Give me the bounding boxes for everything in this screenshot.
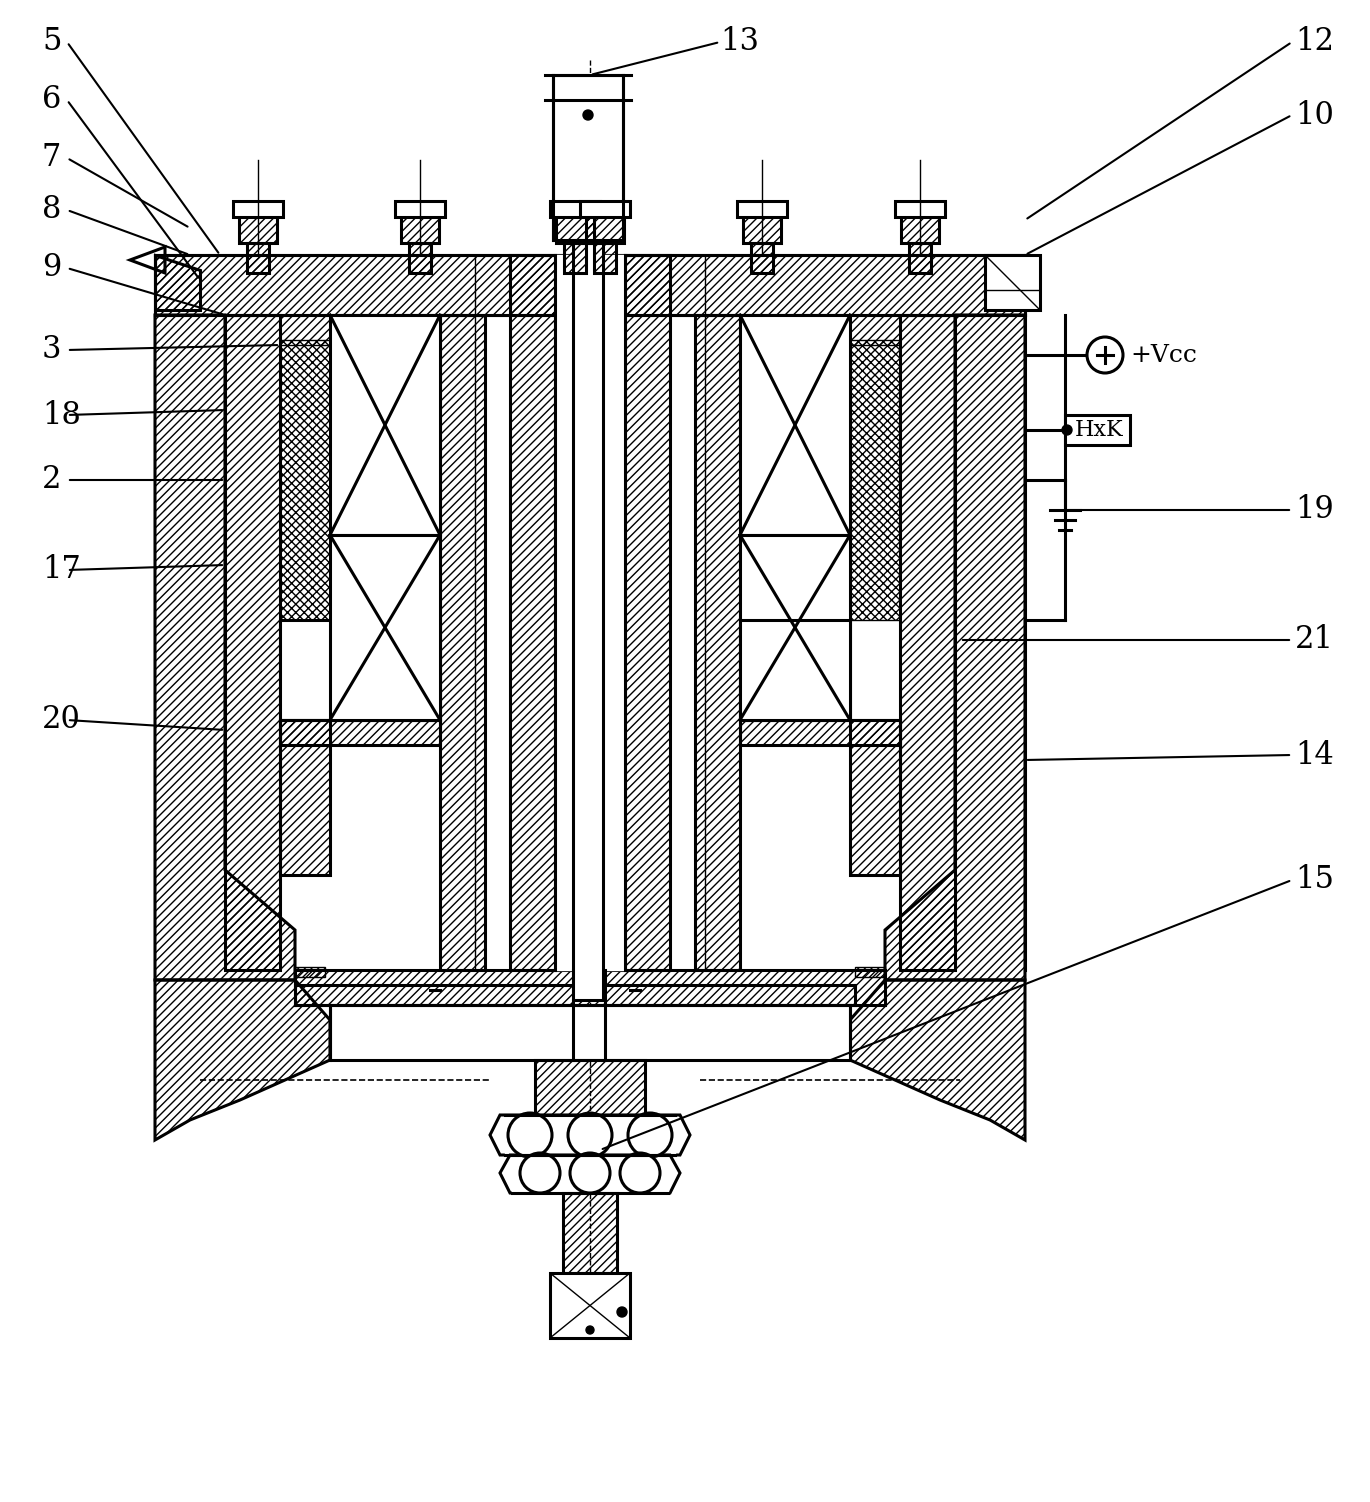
Circle shape [621,1154,660,1193]
Bar [743,215,781,243]
Bar [855,967,885,976]
Bar [740,535,849,719]
Bar [225,315,279,970]
Text: 7: 7 [42,143,62,174]
Text: 18: 18 [42,400,81,431]
Polygon shape [490,1114,690,1155]
Text: 15: 15 [1295,865,1334,895]
Text: 12: 12 [1295,27,1334,57]
Bar [279,719,330,876]
Bar [737,201,786,216]
Bar [553,75,623,240]
Bar [401,215,438,243]
Bar [580,201,630,216]
Text: 6: 6 [42,84,62,116]
Bar [740,315,849,535]
Bar [564,243,586,273]
Bar [279,315,330,345]
Bar [900,315,955,970]
Bar [595,243,617,273]
Text: 5: 5 [42,27,62,57]
Bar [556,215,595,243]
Bar [549,201,600,216]
Bar [295,970,885,1005]
Text: 20: 20 [42,704,81,736]
Text: 14: 14 [1295,739,1334,771]
Bar [573,240,603,1000]
Circle shape [627,1113,673,1157]
Circle shape [569,1113,612,1157]
Bar [740,620,849,719]
Bar [849,719,900,876]
Bar [849,339,900,620]
Bar [295,967,325,976]
Text: 17: 17 [42,554,81,586]
Bar [279,339,330,620]
Bar [238,215,277,243]
Bar [849,315,900,345]
Circle shape [521,1154,560,1193]
Bar [330,1005,849,1060]
Polygon shape [500,1155,680,1193]
Bar [1064,415,1130,445]
Bar [901,215,938,243]
Circle shape [586,1326,595,1334]
Circle shape [616,1307,627,1317]
Text: 13: 13 [721,27,759,57]
Bar [395,201,445,216]
Bar [563,1193,616,1274]
Bar [155,255,1025,315]
Bar [555,255,625,970]
Circle shape [1062,425,1071,436]
Bar [895,201,945,216]
Bar [910,243,932,273]
Bar [536,1060,645,1114]
Bar [695,315,740,970]
Text: 2: 2 [42,464,62,496]
Bar [475,255,510,970]
Circle shape [1086,336,1123,372]
Text: 3: 3 [42,335,62,365]
Text: 19: 19 [1295,494,1334,526]
Bar [440,315,485,970]
Bar [549,1274,630,1338]
Bar [751,243,773,273]
Bar [233,201,284,216]
Bar [512,1155,669,1193]
Bar [410,243,432,273]
Text: 10: 10 [1295,99,1334,131]
Bar [330,1005,849,1060]
Bar [586,215,623,243]
Text: HxK: HxK [1075,419,1123,442]
Circle shape [584,110,593,120]
Bar [740,719,900,745]
Bar [279,620,440,719]
Bar [330,315,440,535]
Text: 21: 21 [1295,625,1334,655]
Circle shape [508,1113,552,1157]
Bar [510,255,555,970]
Bar [506,1114,675,1155]
Bar [625,255,670,970]
Bar [670,255,706,970]
Text: 8: 8 [42,194,62,225]
Text: 9: 9 [42,252,62,284]
Bar [330,535,440,719]
Bar [985,255,1040,309]
Bar [247,243,269,273]
Circle shape [570,1154,610,1193]
Bar [279,719,440,745]
Text: +Vcc: +Vcc [1130,344,1197,366]
